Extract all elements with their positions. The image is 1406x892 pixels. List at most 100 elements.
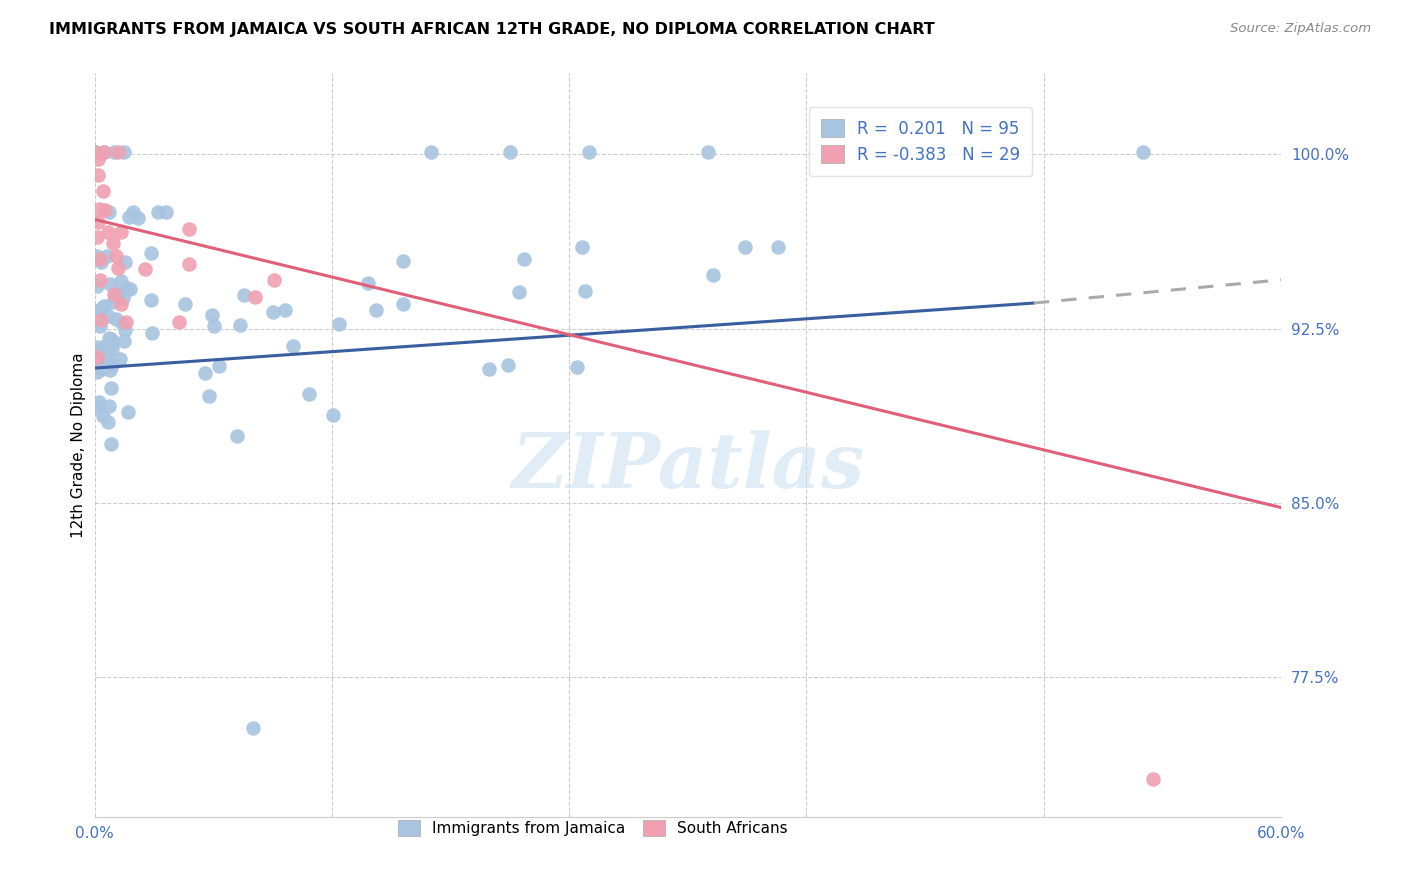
Point xyxy=(110,317,132,331)
Y-axis label: 12th Grade, No Diploma: 12th Grade, No Diploma xyxy=(72,352,86,538)
Point xyxy=(114,323,136,337)
Point xyxy=(93,145,115,159)
Point xyxy=(97,309,120,323)
Point xyxy=(86,343,108,357)
Point xyxy=(571,240,593,254)
Point xyxy=(91,362,114,376)
Point xyxy=(392,254,415,268)
Point xyxy=(233,288,256,302)
Point xyxy=(97,399,120,413)
Point xyxy=(103,145,125,159)
Point xyxy=(225,429,247,443)
Point xyxy=(122,205,145,219)
Point xyxy=(86,230,108,244)
Point xyxy=(98,362,121,376)
Point xyxy=(364,303,387,318)
Point xyxy=(91,409,114,423)
Point xyxy=(477,362,499,376)
Point xyxy=(298,386,321,401)
Point xyxy=(83,145,105,159)
Point xyxy=(107,260,129,275)
Point xyxy=(110,274,132,288)
Point xyxy=(89,394,111,409)
Point xyxy=(87,304,110,318)
Point xyxy=(86,340,108,354)
Point xyxy=(263,273,285,287)
Point xyxy=(229,318,252,333)
Point xyxy=(328,318,350,332)
Point xyxy=(110,225,132,239)
Point xyxy=(94,202,117,217)
Point xyxy=(89,360,111,375)
Point xyxy=(174,297,197,311)
Point xyxy=(202,318,225,333)
Text: Source: ZipAtlas.com: Source: ZipAtlas.com xyxy=(1230,22,1371,36)
Text: IMMIGRANTS FROM JAMAICA VS SOUTH AFRICAN 12TH GRADE, NO DIPLOMA CORRELATION CHAR: IMMIGRANTS FROM JAMAICA VS SOUTH AFRICAN… xyxy=(49,22,935,37)
Point xyxy=(94,357,117,371)
Point xyxy=(94,346,117,360)
Point xyxy=(103,335,125,350)
Point xyxy=(100,332,122,346)
Point xyxy=(242,721,264,735)
Point xyxy=(91,184,114,198)
Point xyxy=(146,205,169,219)
Point xyxy=(86,350,108,364)
Point xyxy=(565,359,588,374)
Point xyxy=(1142,772,1164,787)
Point xyxy=(127,211,149,225)
Point xyxy=(201,309,224,323)
Point xyxy=(86,168,108,182)
Point xyxy=(101,342,124,356)
Point xyxy=(101,336,124,351)
Point xyxy=(97,331,120,345)
Point xyxy=(87,202,110,216)
Point xyxy=(243,290,266,304)
Point xyxy=(91,301,114,315)
Point xyxy=(198,389,221,403)
Point xyxy=(107,287,129,301)
Point xyxy=(114,255,136,269)
Point xyxy=(111,291,134,305)
Point xyxy=(141,326,163,340)
Text: ZIPatlas: ZIPatlas xyxy=(512,430,865,504)
Point xyxy=(578,145,600,159)
Point xyxy=(392,297,415,311)
Point xyxy=(734,240,756,254)
Point xyxy=(499,145,522,159)
Point xyxy=(89,273,111,287)
Point xyxy=(93,299,115,313)
Point xyxy=(97,225,120,239)
Point xyxy=(101,294,124,309)
Point xyxy=(89,252,111,266)
Point xyxy=(90,255,112,269)
Point xyxy=(86,365,108,379)
Point xyxy=(105,312,128,326)
Point xyxy=(105,249,128,263)
Point xyxy=(1132,145,1154,159)
Point xyxy=(766,240,789,254)
Point xyxy=(120,282,142,296)
Point xyxy=(97,416,120,430)
Point xyxy=(141,245,163,260)
Point xyxy=(114,315,136,329)
Point xyxy=(696,145,718,159)
Point xyxy=(322,408,344,422)
Point xyxy=(93,145,115,159)
Point xyxy=(112,145,135,159)
Point xyxy=(86,401,108,415)
Point xyxy=(101,235,124,250)
Point xyxy=(112,334,135,348)
Point xyxy=(103,286,125,301)
Point xyxy=(115,281,138,295)
Point xyxy=(100,437,122,451)
Legend: Immigrants from Jamaica, South Africans: Immigrants from Jamaica, South Africans xyxy=(392,814,794,842)
Point xyxy=(274,302,297,317)
Point xyxy=(86,248,108,262)
Point xyxy=(100,381,122,395)
Point xyxy=(101,358,124,372)
Point xyxy=(208,359,231,373)
Point xyxy=(110,297,132,311)
Point xyxy=(94,352,117,367)
Point xyxy=(94,338,117,352)
Point xyxy=(118,210,141,224)
